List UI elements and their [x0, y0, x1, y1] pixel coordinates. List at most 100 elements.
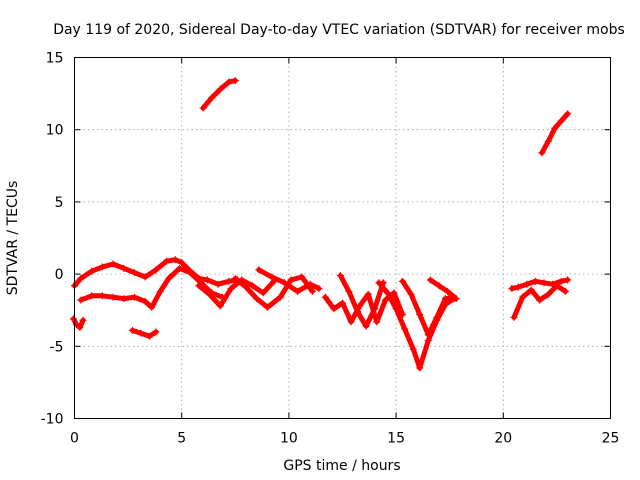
data-point: [347, 318, 355, 326]
data-point: [557, 277, 565, 285]
series-line: [200, 78, 238, 111]
data-point: [141, 298, 149, 306]
data-point: [424, 331, 432, 339]
y-tick-label: 5: [55, 195, 64, 211]
data-point: [519, 293, 527, 301]
data-point: [120, 295, 128, 303]
data-point: [523, 280, 531, 288]
data-point: [390, 289, 398, 297]
data-point: [564, 276, 572, 284]
data-point: [120, 264, 128, 272]
data-point: [362, 322, 370, 330]
data-point: [263, 303, 271, 311]
data-point: [216, 85, 224, 93]
data-point: [231, 274, 239, 282]
data-point: [176, 264, 184, 272]
data-point: [203, 276, 211, 284]
data-point: [98, 292, 106, 300]
data-point: [199, 104, 207, 112]
series-track-late-b: [510, 282, 569, 321]
data-point: [276, 293, 284, 301]
data-point: [148, 303, 156, 311]
series-track-early-upper: [71, 256, 241, 290]
series-track-pm-e: [426, 276, 460, 303]
data-point: [69, 315, 77, 323]
data-point: [137, 329, 145, 337]
plot-frame: [74, 57, 611, 419]
y-tick-label: 15: [46, 51, 64, 67]
data-point: [255, 266, 263, 274]
data-point: [146, 332, 154, 340]
y-tick-labels: -10 -5 0 5 10 15: [41, 51, 64, 428]
data-point: [444, 287, 452, 295]
data-point: [345, 287, 353, 295]
data-point: [373, 318, 381, 326]
data-point: [531, 277, 539, 285]
data-point: [242, 283, 250, 291]
data-point: [163, 257, 171, 265]
data-point: [231, 77, 239, 85]
series-line: [539, 111, 571, 156]
x-tick-label: 15: [387, 431, 405, 447]
data-point: [225, 277, 233, 285]
data-point: [536, 296, 544, 304]
data-point: [152, 328, 160, 336]
data-point: [206, 290, 214, 298]
data-point: [253, 295, 261, 303]
series-track-mid-c: [255, 266, 323, 295]
data-point: [452, 295, 460, 303]
data-point: [165, 274, 173, 282]
data-point: [216, 302, 224, 310]
series-track-early-dip: [69, 315, 87, 332]
data-point: [131, 269, 139, 277]
data-point: [227, 285, 235, 293]
data-point: [321, 293, 329, 301]
grid: [74, 57, 611, 419]
series-track-high-a: [199, 77, 239, 112]
series-line: [129, 327, 159, 339]
data-point: [551, 124, 559, 132]
data-point: [538, 149, 546, 157]
data-point: [298, 273, 306, 281]
data-point: [561, 287, 569, 295]
data-point: [527, 286, 535, 294]
chart-title: Day 119 of 2020, Sidereal Day-to-day VTE…: [53, 22, 625, 38]
data-point: [510, 313, 518, 321]
data-point: [564, 110, 572, 118]
data-point: [131, 293, 139, 301]
series-track-high-b: [538, 110, 572, 157]
data-point: [399, 277, 407, 285]
data-point: [152, 266, 160, 274]
data-point: [339, 299, 346, 307]
data-point: [208, 94, 216, 102]
data-point: [336, 272, 344, 280]
series-line: [196, 277, 277, 309]
data-point: [268, 273, 276, 281]
x-tick-label: 5: [177, 431, 186, 447]
x-axis-label: GPS time / hours: [283, 458, 400, 474]
x-tick-label: 0: [70, 431, 79, 447]
y-tick-label: 0: [55, 267, 64, 283]
x-tick-label: 20: [494, 431, 512, 447]
data-point: [79, 316, 87, 324]
data-point: [293, 287, 301, 295]
data-point: [76, 324, 84, 332]
data-point: [371, 305, 379, 313]
data-point: [259, 289, 267, 297]
y-tick-label: -5: [50, 339, 64, 355]
data-point: [354, 308, 362, 316]
series-line: [72, 257, 240, 289]
data-point: [308, 287, 316, 295]
data-point: [514, 283, 522, 291]
data-point: [409, 345, 417, 353]
data-point: [186, 269, 194, 277]
data-point: [315, 285, 323, 293]
series-line: [427, 277, 459, 302]
series-track-short-dip: [128, 326, 160, 340]
series-line: [376, 280, 457, 371]
data-point: [392, 305, 400, 313]
data-point: [156, 287, 164, 295]
y-tick-label: -10: [41, 412, 64, 428]
data-point: [540, 279, 548, 287]
